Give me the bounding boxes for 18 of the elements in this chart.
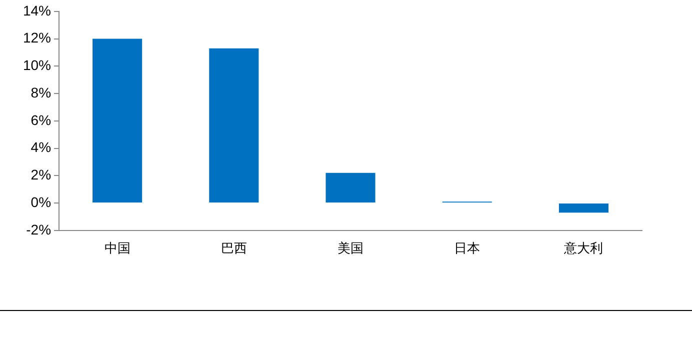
x-tick-label: 中国: [104, 242, 130, 257]
y-tick-label: 14%: [22, 2, 52, 18]
y-tick-label: 4%: [30, 139, 52, 156]
y-tick-label: 0%: [30, 194, 52, 210]
y-tick-label: 10%: [22, 57, 52, 74]
bar: [558, 204, 608, 213]
x-tick-label: 巴西: [220, 242, 247, 257]
y-tick-label: -2%: [26, 221, 52, 238]
y-tick-label: 6%: [30, 112, 52, 128]
x-tick-label: 日本: [454, 242, 480, 257]
y-tick-label: 2%: [30, 166, 52, 183]
y-tick-label: 12%: [22, 30, 52, 46]
bar: [209, 48, 259, 203]
x-tick-label: 意大利: [563, 242, 604, 257]
y-tick-label: 8%: [30, 84, 52, 100]
bar: [326, 172, 376, 203]
x-tick-label: 美国: [338, 240, 364, 257]
bar: [92, 38, 142, 203]
